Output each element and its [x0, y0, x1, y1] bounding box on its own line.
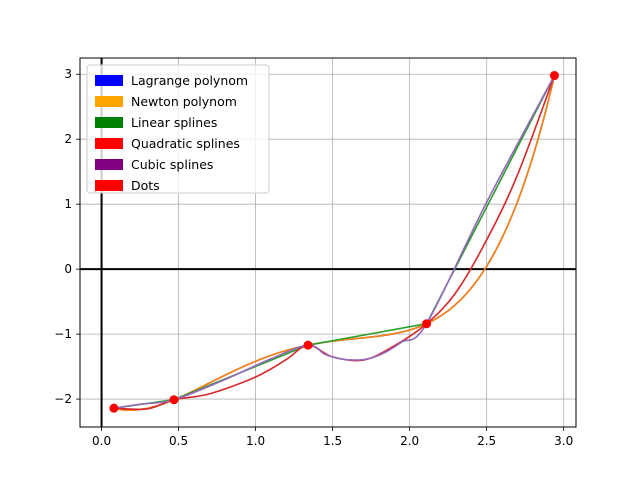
dots-layer: [109, 71, 559, 413]
legend-swatch: [95, 117, 123, 128]
legend-label: Dots: [131, 178, 160, 193]
x-tick-label: 1.5: [323, 434, 342, 448]
x-tick-label: 0.0: [92, 434, 111, 448]
legend-label: Newton polynom: [131, 94, 237, 109]
ticks: 0.0 0.5 1.0 1.5 2.0 2.5 3.0 −2 −1 0 1 2 3: [54, 67, 573, 448]
x-tick-label: 2.5: [477, 434, 496, 448]
cubic-line: [113, 75, 556, 409]
data-dot: [109, 403, 119, 413]
legend-label: Lagrange polynom: [131, 73, 248, 88]
y-tick-label: 3: [64, 67, 72, 81]
x-tick-label: 1.0: [246, 434, 265, 448]
legend-swatch: [95, 159, 123, 170]
legend-swatch: [95, 75, 123, 86]
legend-label: Linear splines: [131, 115, 217, 130]
legend: Lagrange polynom Newton polynom Linear spl…: [86, 64, 270, 194]
y-tick-label: 1: [64, 197, 72, 211]
y-tick-label: −1: [54, 327, 72, 341]
legend-swatch: [95, 96, 123, 107]
plot-frame: [79, 57, 577, 428]
x-tick-label: 3.0: [554, 434, 573, 448]
data-dot: [169, 395, 179, 405]
y-tick-label: −2: [54, 392, 72, 406]
x-tick-label: 2.0: [400, 434, 419, 448]
y-tick-label: 2: [64, 132, 72, 146]
legend-swatch: [95, 138, 123, 149]
data-dot: [549, 71, 559, 81]
x-tick-label: 0.5: [169, 434, 188, 448]
y-tick-label: 0: [64, 262, 72, 276]
data-dot: [303, 340, 313, 350]
legend-label: Quadratic splines: [131, 136, 240, 151]
legend-label: Cubic splines: [131, 157, 213, 172]
legend-box: [86, 64, 270, 194]
legend-swatch: [95, 180, 123, 191]
data-dot: [422, 319, 432, 329]
